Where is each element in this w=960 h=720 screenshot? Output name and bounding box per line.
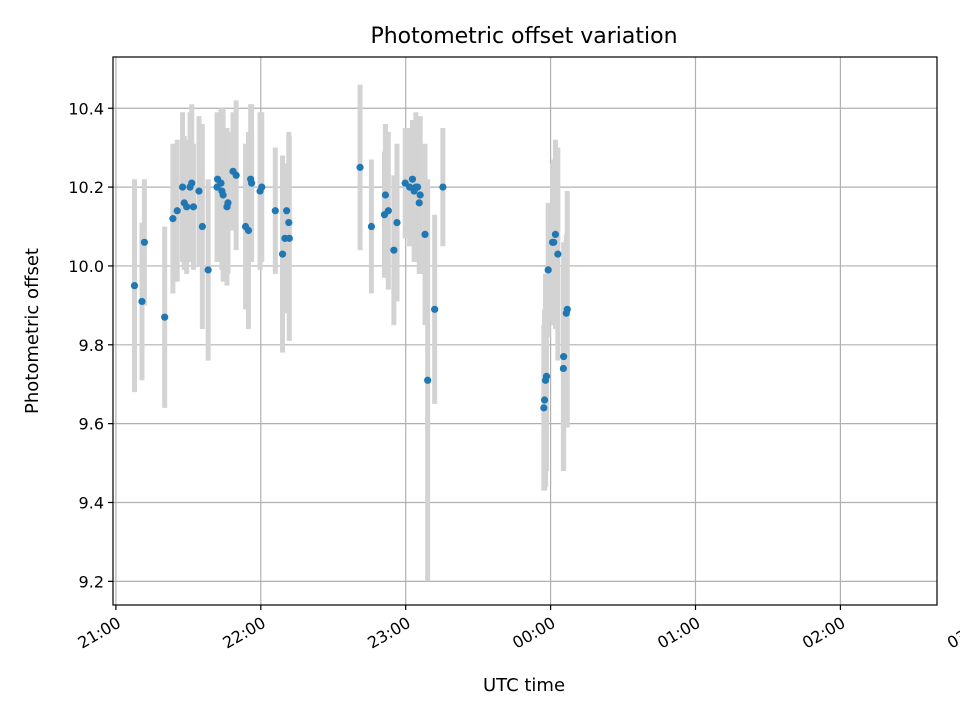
grid-lines [113, 57, 937, 605]
data-point [285, 218, 293, 227]
data-point [188, 179, 196, 187]
data-point [415, 199, 423, 207]
y-tick-label: 9.2 [79, 572, 104, 591]
data-point [224, 199, 232, 207]
data-point [169, 215, 177, 223]
data-point [367, 222, 376, 231]
data-point [140, 238, 148, 246]
data-point [173, 207, 181, 215]
data-point [421, 230, 429, 239]
data-point [393, 218, 401, 227]
data-point [384, 207, 392, 215]
data-point [540, 404, 548, 412]
data-point [560, 353, 568, 361]
data-point [195, 187, 203, 195]
data-point [408, 175, 417, 183]
data-point [563, 305, 571, 313]
data-point [219, 191, 227, 199]
data-point [424, 376, 432, 384]
data-points [130, 163, 571, 412]
y-axis-label: Photometric offset [22, 248, 43, 414]
data-point [550, 238, 558, 246]
data-point [439, 183, 447, 191]
data-point [130, 282, 139, 290]
error-bars [131, 84, 570, 582]
x-tick-label: 03:00 [944, 613, 960, 653]
x-tick-label: 02:00 [799, 613, 848, 653]
y-tick-label: 10.2 [68, 178, 104, 197]
data-point [183, 203, 191, 211]
data-point [278, 250, 287, 258]
y-tick-label: 9.6 [79, 415, 104, 434]
data-point [161, 313, 169, 321]
data-point [258, 183, 266, 191]
data-point [381, 191, 390, 199]
data-point [244, 226, 253, 235]
data-point [542, 372, 551, 380]
data-point [138, 297, 146, 306]
data-point [178, 183, 187, 191]
data-point [551, 230, 560, 239]
y-tick-label: 9.8 [79, 336, 104, 355]
data-point [198, 222, 206, 231]
data-point [544, 266, 552, 274]
data-point [285, 234, 293, 242]
x-tick-label: 22:00 [219, 613, 268, 653]
y-tick-label: 9.4 [79, 493, 104, 512]
x-tick-label: 00:00 [509, 613, 558, 653]
x-axis-label: UTC time [483, 675, 565, 696]
x-tick-label: 01:00 [654, 613, 703, 653]
data-point [431, 305, 439, 313]
axes-frame [112, 56, 938, 606]
data-point [559, 364, 567, 373]
data-point [356, 163, 364, 171]
data-point [416, 191, 424, 199]
data-point [217, 179, 225, 187]
data-point [540, 396, 549, 404]
data-point [413, 183, 422, 191]
data-point [204, 266, 212, 274]
chart-title: Photometric offset variation [370, 24, 677, 49]
data-point [248, 179, 256, 187]
data-point [283, 207, 291, 215]
data-point [390, 246, 398, 254]
y-tick-label: 10.0 [68, 257, 104, 276]
data-point [271, 207, 279, 215]
data-point [554, 250, 562, 258]
data-point [232, 171, 240, 179]
x-tick-label: 23:00 [364, 613, 413, 653]
y-tick-label: 10.4 [68, 99, 104, 118]
x-tick-label: 21:00 [74, 613, 123, 653]
data-point [189, 203, 198, 211]
